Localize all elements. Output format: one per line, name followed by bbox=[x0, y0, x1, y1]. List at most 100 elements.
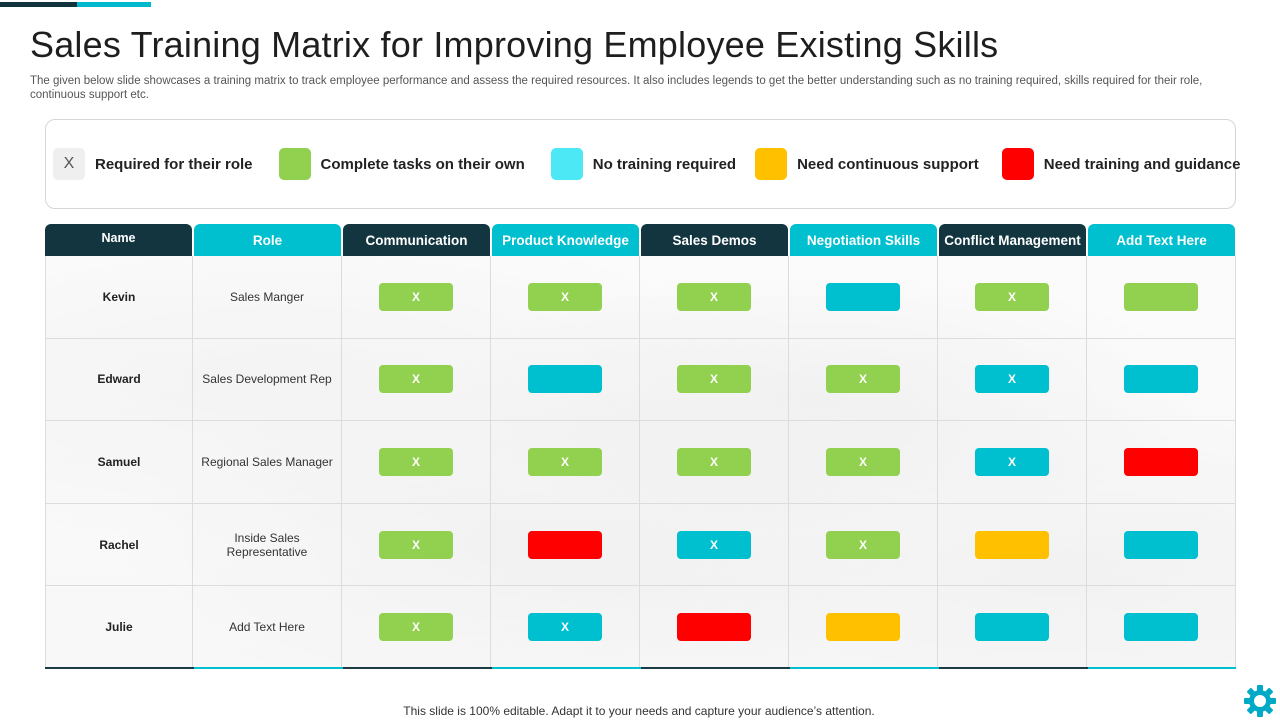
accent-dark-segment bbox=[0, 2, 77, 7]
skill-cell: X bbox=[640, 338, 789, 421]
skill-status-pill bbox=[826, 612, 900, 641]
skill-cell: X bbox=[342, 421, 491, 503]
skill-status-pill bbox=[975, 530, 1049, 559]
skill-cell bbox=[491, 503, 640, 586]
column-header-sales-demos: Sales Demos bbox=[641, 224, 788, 256]
skill-cell: X bbox=[640, 503, 789, 586]
skill-status-pill bbox=[1124, 282, 1198, 311]
legend-panel: X Required for their role Complete tasks o… bbox=[45, 119, 1240, 209]
skill-cell bbox=[1087, 503, 1236, 586]
skill-status-pill bbox=[1124, 612, 1198, 641]
top-accent-bar bbox=[0, 2, 151, 7]
legend-swatch-green bbox=[278, 148, 311, 180]
table-row: Kevin Sales Manger X X X X bbox=[45, 256, 1236, 339]
column-header-product-knowledge: Product Knowledge bbox=[492, 224, 639, 256]
legend-item-green: Complete tasks on their own bbox=[278, 148, 525, 180]
employee-name: Edward bbox=[45, 338, 193, 421]
skill-status-pill: X bbox=[379, 282, 453, 311]
column-header-conflict-management: Conflict Management bbox=[939, 224, 1086, 256]
legend-item-yellow: Need continuous support bbox=[755, 148, 979, 180]
column-header-negotiation-skills: Negotiation Skills bbox=[790, 224, 937, 256]
matrix-header: Name Role Communication Product Knowledge Sa… bbox=[45, 224, 1236, 256]
legend-swatch-light_cyan bbox=[550, 148, 583, 180]
skill-status-pill bbox=[975, 612, 1049, 641]
skill-status-pill: X bbox=[677, 282, 751, 311]
skill-cell bbox=[1087, 256, 1236, 338]
skill-status-pill: X bbox=[528, 282, 602, 311]
skill-cell: X bbox=[938, 338, 1087, 421]
employee-role: Sales Development Rep bbox=[193, 338, 342, 421]
skill-cell: X bbox=[342, 503, 491, 586]
skill-cell: X bbox=[938, 256, 1087, 338]
skill-status-pill bbox=[1124, 530, 1198, 559]
skill-status-pill: X bbox=[677, 530, 751, 559]
column-header-add-text-here: Add Text Here bbox=[1088, 224, 1235, 256]
column-header-communication: Communication bbox=[343, 224, 490, 256]
skill-status-pill bbox=[677, 612, 751, 641]
skill-status-pill bbox=[528, 530, 602, 559]
skill-cell bbox=[1087, 338, 1236, 421]
employee-role: Inside Sales Representative bbox=[193, 503, 342, 586]
table-row: Samuel Regional Sales Manager X X X X X bbox=[45, 421, 1236, 504]
skill-status-pill bbox=[1124, 365, 1198, 394]
legend-label: Complete tasks on their own bbox=[320, 155, 525, 173]
legend-item-red: Need training and guidance bbox=[1001, 148, 1241, 180]
skill-status-pill: X bbox=[826, 365, 900, 394]
gear-icon[interactable] bbox=[1242, 683, 1278, 719]
skill-cell: X bbox=[491, 586, 640, 667]
legend-item-x: X Required for their role bbox=[53, 148, 253, 180]
skill-status-pill: X bbox=[379, 530, 453, 559]
skill-cell: X bbox=[342, 586, 491, 667]
skill-status-pill: X bbox=[975, 365, 1049, 394]
column-accent-product bbox=[492, 667, 641, 669]
skill-cell: X bbox=[342, 256, 491, 338]
skill-cell: X bbox=[342, 338, 491, 421]
skill-cell bbox=[1087, 586, 1236, 667]
skill-cell bbox=[789, 256, 938, 338]
skill-status-pill: X bbox=[379, 612, 453, 641]
slide-subtitle: The given below slide showcases a traini… bbox=[30, 75, 1203, 101]
skill-cell: X bbox=[491, 256, 640, 338]
employee-name: Kevin bbox=[45, 256, 193, 338]
employee-role: Sales Manger bbox=[193, 256, 342, 338]
skill-cell bbox=[491, 338, 640, 421]
legend-swatch-yellow bbox=[755, 148, 788, 180]
legend-swatch-x: X bbox=[53, 148, 85, 180]
skill-status-pill: X bbox=[379, 447, 453, 476]
skill-cell: X bbox=[491, 421, 640, 503]
skill-cell: X bbox=[789, 503, 938, 586]
skill-status-pill: X bbox=[975, 447, 1049, 476]
employee-name: Rachel bbox=[45, 503, 193, 586]
employee-role: Regional Sales Manager bbox=[193, 421, 342, 503]
skill-cell bbox=[1087, 421, 1236, 503]
column-accent-extra bbox=[1088, 667, 1236, 669]
skill-cell bbox=[789, 586, 938, 667]
skill-status-pill: X bbox=[677, 365, 751, 394]
column-header-name: Name bbox=[45, 224, 192, 256]
skill-cell: X bbox=[640, 256, 789, 338]
skill-status-pill: X bbox=[379, 365, 453, 394]
skill-status-pill bbox=[1124, 447, 1198, 476]
employee-name: Julie bbox=[45, 586, 193, 667]
footer-note: This slide is 100% editable. Adapt it to… bbox=[403, 704, 875, 718]
accent-cyan-segment bbox=[77, 2, 151, 7]
legend-label: Need training and guidance bbox=[1043, 155, 1241, 173]
skill-status-pill: X bbox=[528, 612, 602, 641]
column-accent-negotiation bbox=[790, 667, 939, 669]
skill-status-pill: X bbox=[528, 447, 602, 476]
skill-cell: X bbox=[789, 421, 938, 503]
skill-status-pill: X bbox=[826, 447, 900, 476]
skill-cell bbox=[640, 586, 789, 667]
table-row: Rachel Inside Sales Representative X X X bbox=[45, 503, 1236, 587]
skill-status-pill bbox=[528, 365, 602, 394]
skill-status-pill: X bbox=[826, 530, 900, 559]
skill-cell: X bbox=[640, 421, 789, 503]
skill-cell: X bbox=[789, 338, 938, 421]
legend-label: Need continuous support bbox=[797, 155, 979, 173]
training-matrix: Name Role Communication Product Knowledge Sa… bbox=[45, 224, 1236, 669]
table-row: Julie Add Text Here X X bbox=[45, 586, 1236, 669]
matrix-body: Kevin Sales Manger X X X X Edward Sales Develop… bbox=[45, 256, 1236, 669]
legend-label: No training required bbox=[592, 155, 737, 173]
employee-name: Samuel bbox=[45, 421, 193, 503]
table-row: Edward Sales Development Rep X X X X bbox=[45, 338, 1236, 422]
